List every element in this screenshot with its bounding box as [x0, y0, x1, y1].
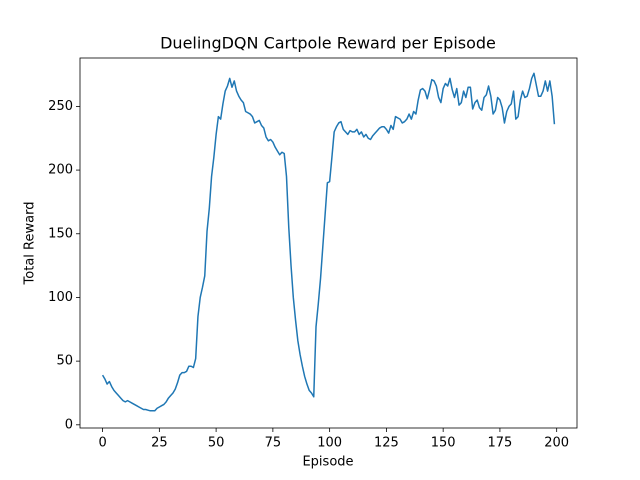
y-tick-label: 200 — [48, 163, 73, 178]
x-tick-label: 50 — [208, 436, 225, 451]
x-axis-label: Episode — [302, 455, 353, 470]
y-tick-label: 0 — [65, 417, 73, 432]
x-tick-label: 125 — [374, 436, 399, 451]
y-tick-label: 250 — [48, 99, 73, 114]
y-tick-label: 150 — [48, 226, 73, 241]
y-tick-label: 100 — [48, 290, 73, 305]
x-tick-label: 100 — [317, 436, 342, 451]
axes-frame — [79, 57, 578, 429]
y-axis-label: Total Reward — [23, 202, 38, 286]
x-tick-label: 200 — [544, 436, 569, 451]
x-tick-label: 0 — [98, 436, 106, 451]
x-tick-label: 175 — [488, 436, 513, 451]
y-tick-label: 50 — [56, 354, 73, 369]
x-tick-label: 75 — [265, 436, 282, 451]
chart-title: DuelingDQN Cartpole Reward per Episode — [160, 34, 496, 53]
x-tick-label: 150 — [431, 436, 456, 451]
line-series — [101, 72, 556, 412]
x-tick-label: 25 — [151, 436, 168, 451]
